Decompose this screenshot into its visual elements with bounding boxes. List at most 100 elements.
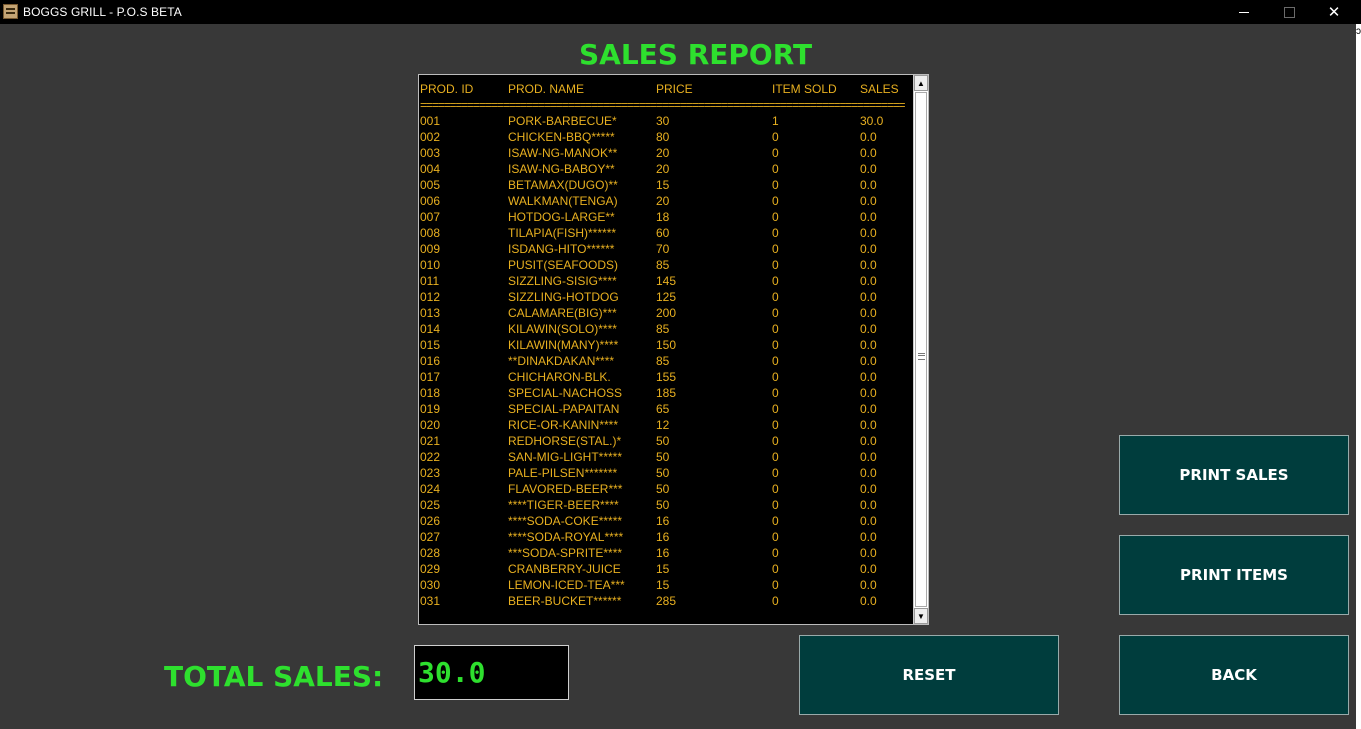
maximize-button[interactable] xyxy=(1266,0,1312,24)
row-item-sold: 0 xyxy=(772,290,779,304)
row-prod-id: 020 xyxy=(420,418,441,432)
report-row: 022 SAN-MIG-LIGHT***** 50 0 0.0 xyxy=(420,449,913,465)
row-sales: 0.0 xyxy=(860,258,877,272)
row-prod-id: 029 xyxy=(420,562,441,576)
row-price: 200 xyxy=(656,306,677,320)
report-title: SALES REPORT xyxy=(579,38,813,71)
row-sales: 0.0 xyxy=(860,594,877,608)
scroll-down-button[interactable]: ▼ xyxy=(914,608,928,624)
report-row: 029 CRANBERRY-JUICE 15 0 0.0 xyxy=(420,561,913,577)
row-price: 18 xyxy=(656,210,670,224)
row-price: 80 xyxy=(656,130,670,144)
row-item-sold: 0 xyxy=(772,354,779,368)
row-prod-name: PALE-PILSEN******* xyxy=(508,466,618,480)
row-sales: 30.0 xyxy=(860,114,884,128)
row-item-sold: 0 xyxy=(772,226,779,240)
row-sales: 0.0 xyxy=(860,146,877,160)
row-item-sold: 0 xyxy=(772,386,779,400)
window-titlebar[interactable]: BOGGS GRILL - P.O.S BETA ✕ xyxy=(0,0,1361,24)
print-sales-button[interactable]: PRINT SALES xyxy=(1119,435,1349,515)
close-button[interactable]: ✕ xyxy=(1311,0,1357,24)
row-prod-id: 007 xyxy=(420,210,441,224)
row-sales: 0.0 xyxy=(860,450,877,464)
back-button[interactable]: BACK xyxy=(1119,635,1349,715)
reset-button[interactable]: RESET xyxy=(799,635,1059,715)
row-item-sold: 0 xyxy=(772,242,779,256)
row-prod-name: FLAVORED-BEER*** xyxy=(508,482,623,496)
row-prod-id: 022 xyxy=(420,450,441,464)
row-price: 12 xyxy=(656,418,670,432)
row-sales: 0.0 xyxy=(860,578,877,592)
row-prod-name: TILAPIA(FISH)****** xyxy=(508,226,617,240)
grill-app-icon xyxy=(3,4,18,19)
report-row: 004 ISAW-NG-BABOY** 20 0 0.0 xyxy=(420,161,913,177)
row-item-sold: 0 xyxy=(772,498,779,512)
row-prod-name: CALAMARE(BIG)*** xyxy=(508,306,617,320)
row-prod-id: 002 xyxy=(420,130,441,144)
report-scrollbar[interactable]: ▲ ▼ xyxy=(913,75,928,624)
row-sales: 0.0 xyxy=(860,418,877,432)
report-rows: 001 PORK-BARBECUE* 30 1 30.0 002 CHICKEN-BBQ**… xyxy=(420,113,913,609)
row-item-sold: 0 xyxy=(772,434,779,448)
row-prod-id: 017 xyxy=(420,370,441,384)
sales-report-textarea[interactable]: PROD. ID PROD. NAME PRICE ITEM SOLD SALE… xyxy=(418,74,929,625)
row-price: 155 xyxy=(656,370,677,384)
report-row: 020 RICE-OR-KANIN**** 12 0 0.0 xyxy=(420,417,913,433)
row-price: 15 xyxy=(656,562,670,576)
report-row: 028 ***SODA-SPRITE**** 16 0 0.0 xyxy=(420,545,913,561)
header-sales: SALES xyxy=(860,82,899,96)
row-prod-id: 014 xyxy=(420,322,441,336)
row-item-sold: 0 xyxy=(772,466,779,480)
row-price: 50 xyxy=(656,466,670,480)
grip-icon xyxy=(918,353,925,360)
chevron-down-icon: ▼ xyxy=(917,611,925,621)
print-items-button[interactable]: PRINT ITEMS xyxy=(1119,535,1349,615)
row-prod-name: ***SODA-SPRITE**** xyxy=(508,546,623,560)
row-sales: 0.0 xyxy=(860,354,877,368)
row-prod-name: BETAMAX(DUGO)** xyxy=(508,178,618,192)
report-row: 003 ISAW-NG-MANOK** 20 0 0.0 xyxy=(420,145,913,161)
report-row: 002 CHICKEN-BBQ***** 80 0 0.0 xyxy=(420,129,913,145)
minimize-icon xyxy=(1239,11,1249,13)
row-price: 50 xyxy=(656,434,670,448)
report-row: 030 LEMON-ICED-TEA*** 15 0 0.0 xyxy=(420,577,913,593)
row-price: 16 xyxy=(656,530,670,544)
report-row: 006 WALKMAN(TENGA) 20 0 0.0 xyxy=(420,193,913,209)
window-title: BOGGS GRILL - P.O.S BETA xyxy=(23,5,182,19)
row-prod-name: CHICKEN-BBQ***** xyxy=(508,130,615,144)
row-prod-id: 011 xyxy=(420,274,440,288)
header-prod-id: PROD. ID xyxy=(420,82,474,96)
report-row: 018 SPECIAL-NACHOSS 185 0 0.0 xyxy=(420,385,913,401)
row-item-sold: 0 xyxy=(772,258,779,272)
row-prod-name: SAN-MIG-LIGHT***** xyxy=(508,450,623,464)
report-row: 007 HOTDOG-LARGE** 18 0 0.0 xyxy=(420,209,913,225)
row-prod-id: 010 xyxy=(420,258,441,272)
scroll-thumb[interactable] xyxy=(915,92,927,607)
row-price: 50 xyxy=(656,450,670,464)
row-sales: 0.0 xyxy=(860,226,877,240)
row-price: 20 xyxy=(656,146,670,160)
row-sales: 0.0 xyxy=(860,306,877,320)
row-prod-id: 026 xyxy=(420,514,441,528)
row-price: 20 xyxy=(656,162,670,176)
row-prod-name: CRANBERRY-JUICE xyxy=(508,562,621,576)
total-sales-field[interactable]: 30.0 xyxy=(414,645,569,700)
report-row: 021 REDHORSE(STAL.)* 50 0 0.0 xyxy=(420,433,913,449)
row-prod-name: KILAWIN(MANY)**** xyxy=(508,338,619,352)
report-row: 027 ****SODA-ROYAL**** 16 0 0.0 xyxy=(420,529,913,545)
row-sales: 0.0 xyxy=(860,386,877,400)
row-prod-id: 015 xyxy=(420,338,441,352)
row-sales: 0.0 xyxy=(860,338,877,352)
row-sales: 0.0 xyxy=(860,514,877,528)
scroll-up-button[interactable]: ▲ xyxy=(914,75,928,91)
report-row: 017 CHICHARON-BLK. 155 0 0.0 xyxy=(420,369,913,385)
row-sales: 0.0 xyxy=(860,402,877,416)
row-sales: 0.0 xyxy=(860,290,877,304)
chevron-up-icon: ▲ xyxy=(917,78,925,88)
minimize-button[interactable] xyxy=(1221,0,1267,24)
report-row: 009 ISDANG-HITO****** 70 0 0.0 xyxy=(420,241,913,257)
row-item-sold: 1 xyxy=(772,114,779,128)
row-prod-id: 028 xyxy=(420,546,441,560)
row-price: 15 xyxy=(656,578,670,592)
row-prod-id: 016 xyxy=(420,354,441,368)
